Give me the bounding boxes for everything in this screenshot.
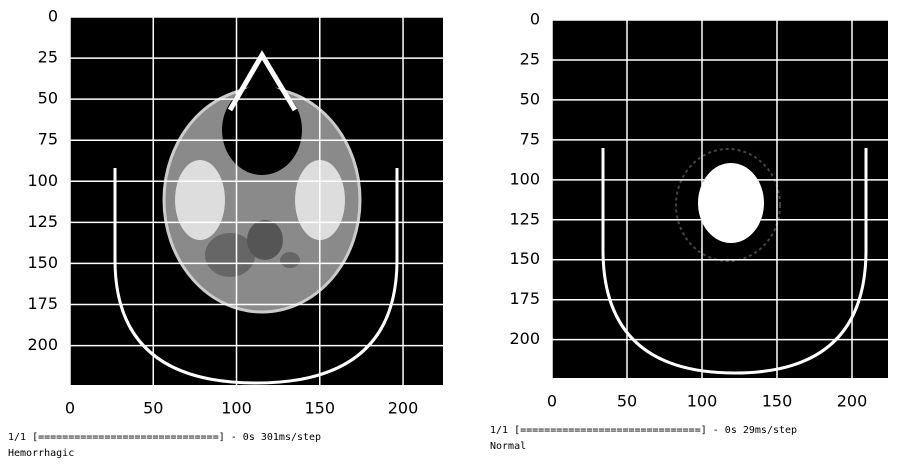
y-tick-label: 25	[520, 49, 540, 68]
x-tick-label: 50	[143, 399, 163, 418]
x-tick-label: 150	[762, 392, 793, 411]
y-tick-label: 150	[27, 253, 58, 272]
progress-text: 1/1 [==============================] - 0…	[490, 425, 797, 436]
x-tick-label: 150	[305, 399, 336, 418]
y-tick-label: 0	[530, 10, 540, 29]
x-tick-label: 0	[547, 392, 557, 411]
y-tick-label: 25	[38, 48, 58, 67]
y-tick-label: 175	[509, 289, 540, 308]
prediction-label: Hemorrhagic	[8, 448, 74, 459]
y-tick-label: 75	[38, 130, 58, 149]
y-tick-label: 200	[27, 335, 58, 354]
x-tick-label: 0	[65, 399, 75, 418]
y-tick-label: 150	[509, 249, 540, 268]
y-tick-label: 100	[27, 171, 58, 190]
y-tick-label: 75	[520, 129, 540, 148]
y-tick-label: 50	[38, 89, 58, 108]
y-tick-label: 100	[509, 169, 540, 188]
x-tick-label: 100	[687, 392, 718, 411]
y-tick-label: 0	[48, 7, 58, 26]
x-tick-label: 200	[388, 399, 419, 418]
prediction-label: Normal	[490, 441, 526, 452]
y-tick-label: 175	[27, 294, 58, 313]
y-tick-label: 125	[509, 209, 540, 228]
x-tick-label: 200	[837, 392, 868, 411]
ct-scan-normal	[601, 148, 868, 375]
y-tick-label: 50	[520, 89, 540, 108]
x-tick-label: 50	[617, 392, 637, 411]
x-tick-label: 100	[221, 399, 252, 418]
progress-text: 1/1 [==============================] - 0…	[8, 432, 321, 443]
y-tick-label: 125	[27, 212, 58, 231]
ct-scan-hemorrhagic	[113, 50, 399, 385]
y-tick-label: 200	[509, 329, 540, 348]
